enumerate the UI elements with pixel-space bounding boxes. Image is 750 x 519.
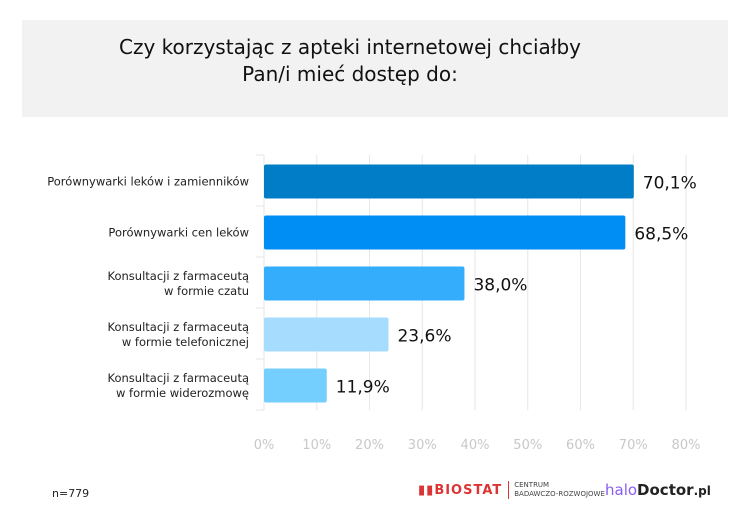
halo-text: halo [605, 481, 638, 499]
doctor-text: Doctor [637, 481, 694, 499]
x-tick-label: 60% [566, 438, 595, 453]
x-tick-label: 0% [254, 438, 275, 453]
title-line: Czy korzystając z apteki internetowej ch… [118, 35, 582, 59]
centrum-line: CENTRUM [514, 481, 550, 489]
biostat-logo: ▮▮BIOSTAT CENTRUM BADAWCZO-ROZWOJOWE [418, 478, 605, 502]
x-tick-label: 40% [461, 438, 490, 453]
data-label: 38,0% [473, 276, 527, 296]
bar [264, 368, 327, 403]
sample-size: n=779 [52, 487, 90, 500]
category-label: Konsultacji z farmaceutą [108, 320, 250, 334]
bar [264, 266, 465, 301]
category-label: Konsultacji z farmaceutą [108, 371, 250, 385]
category-label: Porównywarki cen leków [108, 226, 249, 240]
biostat-bars-icon: ▮▮ [418, 482, 435, 498]
category-label: w formie czatu [164, 284, 249, 298]
bar [264, 215, 626, 250]
x-tick-label: 30% [408, 438, 437, 453]
data-label: 11,9% [336, 378, 390, 398]
x-tick-label: 10% [302, 438, 331, 453]
data-label: 68,5% [634, 225, 688, 245]
bar [264, 317, 389, 352]
title-line: Pan/i mieć dostęp do: [242, 62, 458, 86]
bar [264, 164, 634, 199]
halodoctor-logo: haloDoctor.pl [605, 481, 711, 499]
x-tick-label: 20% [355, 438, 384, 453]
biostat-text: BIOSTAT [434, 482, 503, 498]
category-label: Porównywarki leków i zamienników [47, 175, 249, 189]
chart-title: Czy korzystając z apteki internetowej ch… [90, 34, 610, 88]
category-label: w formie widerozmowę [116, 386, 249, 400]
x-tick-label: 70% [619, 438, 648, 453]
category-label: w formie telefonicznej [122, 335, 249, 349]
data-label: 23,6% [397, 327, 451, 347]
x-tick-label: 80% [672, 438, 701, 453]
pl-text: .pl [693, 484, 711, 498]
data-label: 70,1% [643, 174, 697, 194]
centrum-line: BADAWCZO-ROZWOJOWE [514, 490, 605, 498]
x-tick-label: 50% [513, 438, 542, 453]
category-label: Konsultacji z farmaceutą [108, 269, 250, 283]
title-box [22, 20, 728, 117]
